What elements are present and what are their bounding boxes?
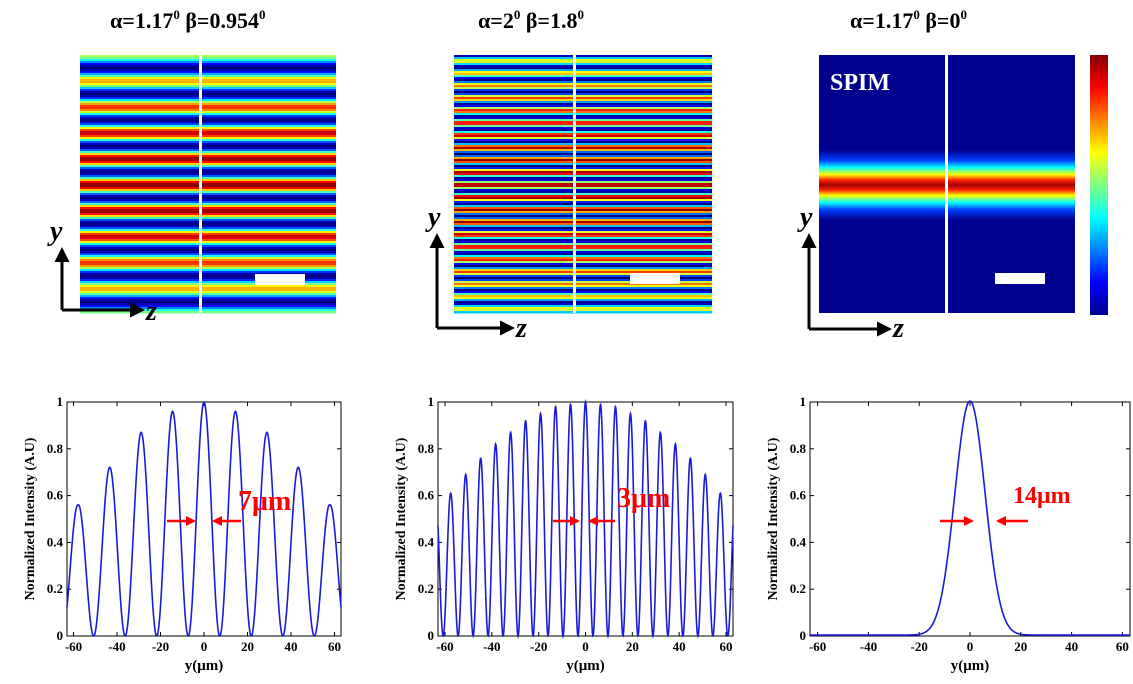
- axis-indicator-2: y z: [425, 202, 527, 344]
- axis-indicator-3: y z: [797, 202, 904, 344]
- y-tick-label: 0.2: [790, 581, 806, 596]
- x-tick-label: 20: [241, 639, 254, 654]
- intensity-curve: [810, 400, 1130, 636]
- interference-image-1: [80, 55, 336, 314]
- y-tick-label: 1: [428, 394, 435, 409]
- y-tick-label: 0: [428, 628, 435, 643]
- degree-sup: 0: [913, 7, 920, 22]
- axis-z-label: z: [515, 313, 527, 344]
- axis-z-label: z: [892, 313, 904, 344]
- title-panel-2: α=20 β=1.80: [478, 7, 584, 33]
- x-tick-label: 0: [201, 639, 208, 654]
- intensity-curve: [437, 398, 734, 639]
- svg-text:α=20 β=1.80: α=20 β=1.80: [478, 7, 584, 33]
- y-tick-label: 0.6: [790, 488, 807, 503]
- svg-text:α=1.170 β=0.9540: α=1.170 β=0.9540: [110, 7, 265, 33]
- title-alpha-3: α=1.17: [850, 8, 913, 33]
- svg-text:α=1.170 β=00: α=1.170 β=00: [850, 7, 967, 33]
- x-tick-label: -60: [436, 639, 453, 654]
- degree-sup: 0: [173, 7, 180, 22]
- y-tick-label: 1: [57, 394, 64, 409]
- intensity-plot-2: -60 -40 -20 0 20 40 60 0 0.2 0.4 0.6 0.8 1 y(μm) Norma…: [394, 394, 734, 674]
- intensity-plot-1: -60 -40 -20 0 20 40 60 0 0.2 0.4 0.6 0.8 1 y(μm) Norma…: [23, 394, 342, 674]
- fwhm-label: 3μm: [617, 483, 670, 514]
- x-tick-label: 60: [1116, 639, 1129, 654]
- colorbar: [1090, 55, 1108, 315]
- y-axis-label: Normalized Intensity (A.U): [23, 437, 38, 600]
- x-tick-label: -20: [530, 639, 547, 654]
- intensity-plot-3: -60 -40 -20 0 20 40 60 0 0.2 0.4 0.6 0.8 1 y(μm) Norma…: [766, 394, 1131, 674]
- degree-sup: 0: [577, 7, 584, 22]
- y-tick-label: 1: [800, 394, 807, 409]
- x-axis-label: y(μm): [566, 658, 605, 674]
- fwhm-label: 7μm: [238, 486, 291, 517]
- y-tick-label: 0: [57, 628, 64, 643]
- x-tick-label: -40: [108, 639, 125, 654]
- degree-sup: 0: [259, 7, 266, 22]
- x-tick-label: -40: [483, 639, 500, 654]
- spim-label: SPIM: [830, 70, 890, 96]
- scale-bar: [995, 273, 1045, 284]
- title-beta-1: β=0.954: [185, 8, 259, 33]
- y-tick-label: 0.4: [418, 534, 435, 549]
- x-tick-label: -20: [911, 639, 928, 654]
- x-tick-label: -40: [860, 639, 877, 654]
- x-tick-label: -60: [65, 639, 82, 654]
- x-tick-label: 60: [719, 639, 732, 654]
- title-beta-3: β=0: [925, 8, 960, 33]
- y-tick-label: 0.4: [47, 534, 64, 549]
- axis-y-label: y: [797, 202, 813, 233]
- y-tick-label: 0.2: [418, 581, 434, 596]
- plot-frame: [809, 401, 1131, 637]
- intensity-curve: [66, 400, 342, 637]
- y-tick-label: 0.4: [790, 534, 807, 549]
- x-tick-label: 0: [582, 639, 589, 654]
- y-tick-label: 0.2: [47, 581, 63, 596]
- x-tick-label: 40: [1065, 639, 1078, 654]
- scale-bar: [630, 273, 680, 284]
- degree-sup: 0: [960, 7, 967, 22]
- x-tick-label: -60: [809, 639, 826, 654]
- x-tick-label: 40: [673, 639, 686, 654]
- plot-frame: [437, 401, 734, 637]
- scale-bar: [255, 274, 305, 285]
- x-tick-label: 60: [328, 639, 341, 654]
- y-tick-label: 0.8: [790, 441, 807, 456]
- y-tick-label: 0: [800, 628, 807, 643]
- axis-y-label: y: [47, 216, 63, 247]
- x-tick-label: -20: [152, 639, 169, 654]
- degree-sup: 0: [514, 7, 521, 22]
- y-tick-label: 0.6: [47, 488, 64, 503]
- y-tick-label: 0.8: [418, 441, 435, 456]
- plot-frame: [66, 401, 342, 637]
- axis-z-label: z: [145, 296, 157, 327]
- interference-image-2: [454, 55, 712, 314]
- title-beta-2: β=1.8: [526, 8, 578, 33]
- y-axis-label: Normalized Intensity (A.U): [766, 437, 781, 600]
- axis-indicator-1: y z: [47, 216, 157, 327]
- x-axis-label: y(μm): [951, 658, 990, 674]
- y-tick-label: 0.8: [47, 441, 64, 456]
- y-axis-label: Normalized Intensity (A.U): [394, 437, 409, 600]
- spim-image: SPIM: [819, 55, 1075, 313]
- x-tick-label: 0: [967, 639, 974, 654]
- x-tick-label: 40: [284, 639, 297, 654]
- axis-y-label: y: [425, 202, 441, 233]
- x-tick-label: 20: [1014, 639, 1027, 654]
- x-tick-label: 20: [626, 639, 639, 654]
- title-alpha-1: α=1.17: [110, 8, 173, 33]
- title-panel-1: α=1.170 β=0.9540: [110, 7, 265, 33]
- y-tick-label: 0.6: [418, 488, 435, 503]
- title-alpha-2: α=2: [478, 8, 514, 33]
- title-panel-3: α=1.170 β=00: [850, 7, 967, 33]
- x-axis-label: y(μm): [185, 658, 224, 674]
- fwhm-label: 14μm: [1013, 483, 1071, 509]
